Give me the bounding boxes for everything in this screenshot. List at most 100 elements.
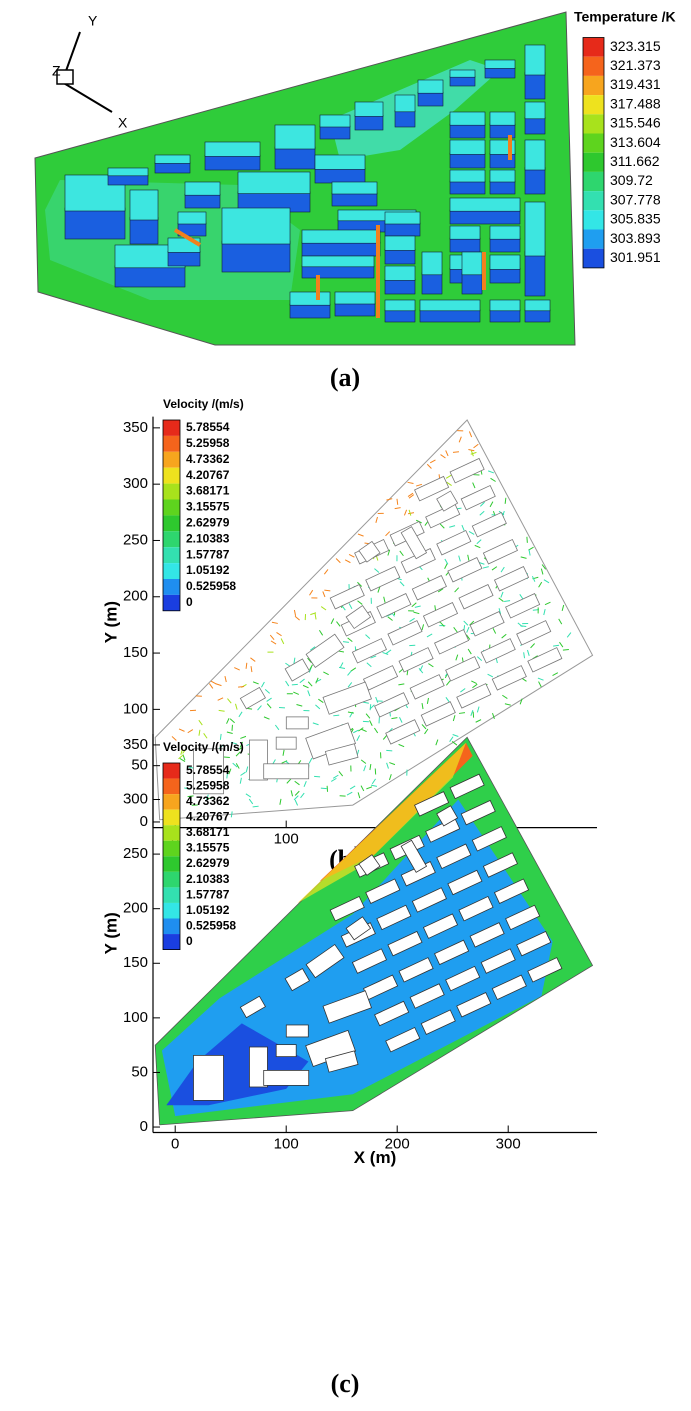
vector-arrow [370, 704, 371, 710]
colorbar-swatch [163, 919, 180, 935]
building-side [462, 273, 482, 294]
x-tick-label: 300 [496, 1135, 521, 1152]
colorbar-label: 4.20767 [186, 468, 230, 482]
colorbar-swatch [163, 515, 180, 531]
building-roof [385, 236, 415, 250]
vector-arrow [314, 776, 320, 777]
building-side [420, 310, 480, 322]
building-side [108, 175, 148, 185]
colorbar-label: 4.20767 [186, 810, 230, 824]
building-roof [525, 300, 550, 311]
colorbar-swatch [163, 595, 180, 611]
colorbar-swatch [163, 563, 180, 579]
colorbar-swatch [163, 420, 180, 436]
vector-arrow [453, 452, 459, 453]
building-side [525, 310, 550, 322]
building [276, 737, 296, 749]
colorbar-swatch [163, 810, 180, 826]
building-side [418, 92, 443, 106]
building-roof [275, 125, 315, 149]
building-side [168, 251, 200, 266]
y-tick-label: 200 [123, 900, 148, 917]
colorbar-swatch [583, 191, 604, 210]
colorbar-swatch [163, 531, 180, 547]
colorbar-label: 321.373 [610, 57, 661, 73]
building [194, 1055, 224, 1100]
building-roof [130, 190, 158, 220]
y-tick-label: 100 [123, 1009, 148, 1026]
colorbar-swatch [163, 763, 180, 779]
building-side [525, 252, 545, 297]
colorbar-swatch [163, 452, 180, 468]
building-side [185, 194, 220, 208]
building-roof [450, 198, 520, 211]
triad-label: Y [88, 13, 98, 29]
building-side [490, 310, 520, 322]
building-roof [178, 212, 206, 224]
colorbar-label: 1.05192 [186, 903, 230, 917]
colorbar-label: 4.73362 [186, 794, 230, 808]
building-roof [490, 226, 520, 239]
colorbar-label: 0 [186, 934, 193, 948]
colorbar-label: 0.525958 [186, 918, 236, 932]
building-roof [485, 60, 515, 68]
triad-label: Z [52, 63, 61, 79]
building [264, 764, 309, 779]
colorbar-label: 0 [186, 595, 193, 609]
building-side [450, 153, 485, 168]
colorbar-label: 3.15575 [186, 500, 230, 514]
colorbar-label: 323.315 [610, 38, 661, 54]
colorbar-label: 319.431 [610, 76, 661, 92]
colorbar-swatch [163, 579, 180, 595]
building-side [450, 210, 520, 224]
building-roof [422, 252, 442, 275]
colorbar-swatch [163, 872, 180, 888]
building-side [485, 68, 515, 78]
colorbar-swatch [163, 794, 180, 810]
colorbar-label: 2.10383 [186, 531, 230, 545]
building-roof [490, 112, 515, 125]
y-axis-label: Y (m) [101, 912, 120, 954]
building-roof [450, 170, 485, 182]
colorbar-label: 2.62979 [186, 516, 230, 530]
colorbar-swatch [583, 114, 604, 133]
building-roof [320, 115, 350, 127]
building-side [490, 238, 520, 252]
colorbar-swatch [163, 903, 180, 919]
colorbar-swatch [583, 38, 604, 57]
building-roof [385, 266, 415, 280]
colorbar-swatch [163, 887, 180, 903]
vector-arrow [386, 750, 392, 751]
x-axis-label: X (m) [354, 1148, 397, 1167]
building-side [385, 249, 415, 264]
colorbar-label: 1.57787 [186, 887, 230, 901]
colorbar-swatch [583, 230, 604, 249]
building-side [315, 168, 365, 183]
building-roof [395, 95, 415, 112]
y-tick-label: 350 [123, 736, 148, 753]
building [286, 1025, 308, 1037]
building-side [290, 304, 330, 318]
building-roof [418, 80, 443, 93]
building-roof [450, 70, 475, 77]
panel-caption: (c) [331, 1369, 360, 1398]
building [286, 717, 308, 729]
building-side [422, 273, 442, 294]
colorbar-swatch [583, 95, 604, 114]
building-roof [450, 140, 485, 154]
triad-axis [62, 82, 112, 112]
x-tick-label: 0 [171, 1135, 179, 1152]
colorbar-label: 307.778 [610, 191, 661, 207]
building-side [332, 193, 377, 206]
colorbar-label: 5.78554 [186, 420, 230, 434]
building-roof [185, 182, 220, 195]
colorbar-swatch [163, 436, 180, 452]
vector-arrow [333, 715, 339, 716]
building [264, 1070, 309, 1085]
building-roof [290, 292, 330, 305]
colorbar-label: 5.25958 [186, 436, 230, 450]
building-roof [490, 300, 520, 311]
y-tick-label: 100 [123, 700, 148, 717]
temperature-field [35, 12, 575, 345]
building-side [302, 242, 380, 256]
